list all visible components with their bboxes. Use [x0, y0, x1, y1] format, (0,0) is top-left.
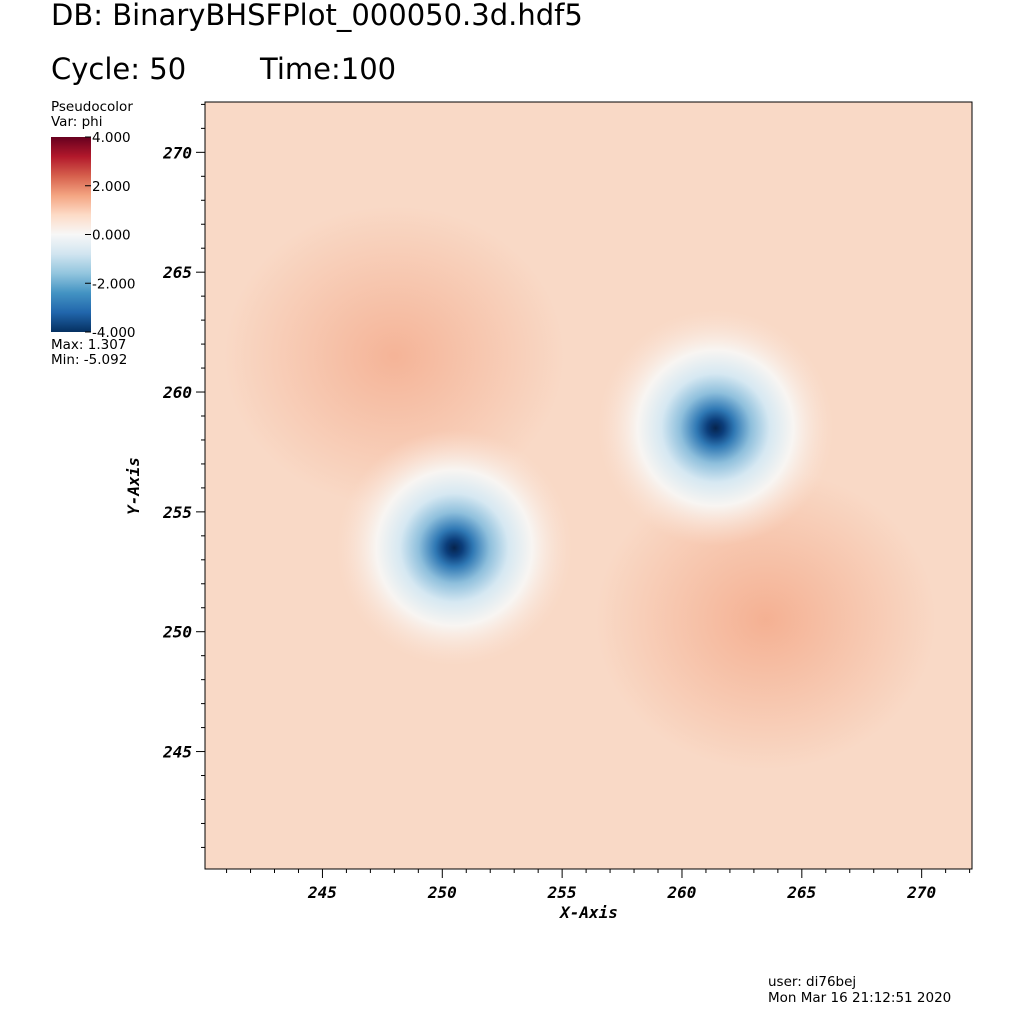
x-tick-label: 260 — [667, 883, 697, 902]
y-tick-label: 265 — [162, 263, 192, 282]
colorbar-tick-label: 4.000 — [92, 130, 131, 146]
y-axis: 245 250 255 260 265 270 — [162, 103, 205, 848]
field-layer — [205, 102, 972, 869]
y-tick-label: 260 — [162, 383, 192, 402]
field-maximum-region — [224, 206, 565, 507]
x-axis-title: X-Axis — [558, 903, 618, 922]
x-axis: 245 250 255 260 265 270 — [226, 869, 971, 902]
x-tick-label: 270 — [906, 883, 936, 902]
colorbar-tick-label: -4.000 — [92, 325, 136, 341]
legend-max: Max: 1.307 — [51, 337, 127, 353]
y-tick-label: 250 — [162, 623, 192, 642]
y-tick-label: 270 — [162, 143, 192, 162]
x-tick-label: 250 — [427, 883, 457, 902]
footer-date: Mon Mar 16 21:12:51 2020 — [768, 990, 952, 1006]
colorbar — [51, 137, 91, 332]
cycle-label: Cycle: 50 — [51, 52, 187, 86]
legend-title: Pseudocolor — [51, 99, 133, 115]
y-tick-label: 255 — [162, 503, 192, 522]
colorbar-ticks: 4.000 2.000 0.000 -2.000 -4.000 — [85, 130, 136, 341]
legend-min: Min: -5.092 — [51, 352, 128, 368]
field-maximum-region — [595, 469, 936, 770]
plot-frame — [204, 101, 973, 870]
colorbar-tick-label: 0.000 — [92, 228, 131, 244]
database-title: DB: BinaryBHSFPlot_000050.3d.hdf5 — [51, 0, 583, 32]
x-tick-label: 245 — [307, 883, 337, 902]
field-minimum — [597, 309, 834, 546]
colorbar-tick-label: -2.000 — [92, 276, 136, 292]
field-minimum — [336, 429, 573, 666]
y-tick-label: 245 — [162, 743, 192, 762]
x-tick-label: 265 — [786, 883, 816, 902]
x-tick-label: 255 — [547, 883, 577, 902]
colorbar-tick-label: 2.000 — [92, 179, 131, 195]
y-axis-title: Y-Axis — [124, 457, 143, 515]
legend-variable: Var: phi — [51, 114, 103, 130]
time-label: Time:100 — [260, 52, 397, 86]
footer-user: user: di76bej — [768, 974, 857, 990]
